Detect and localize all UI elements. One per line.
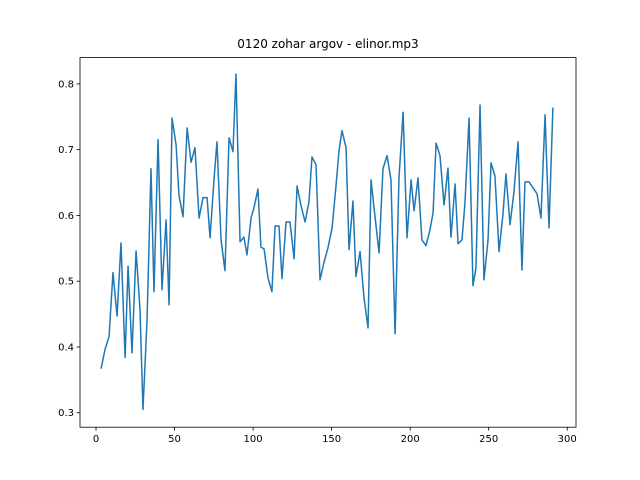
data-line — [100, 73, 554, 411]
chart-title: 0120 zohar argov - elinor.mp3 — [237, 37, 418, 51]
y-tick-label: 0.8 — [58, 79, 74, 90]
x-tick-label: 0 — [93, 434, 99, 445]
plot-frame — [79, 57, 577, 428]
y-tick-label: 0.6 — [58, 211, 74, 222]
y-tick-label: 0.5 — [58, 277, 74, 288]
y-tick-label: 0.7 — [58, 145, 74, 156]
x-tick-label: 200 — [401, 434, 420, 445]
x-tick-label: 100 — [244, 434, 263, 445]
x-tick-label: 300 — [558, 434, 577, 445]
x-tick-label: 150 — [322, 434, 341, 445]
x-tick-label: 250 — [479, 434, 498, 445]
x-tick-label: 50 — [168, 434, 181, 445]
y-tick-label: 0.4 — [58, 342, 74, 353]
y-tick-label: 0.3 — [58, 408, 74, 419]
